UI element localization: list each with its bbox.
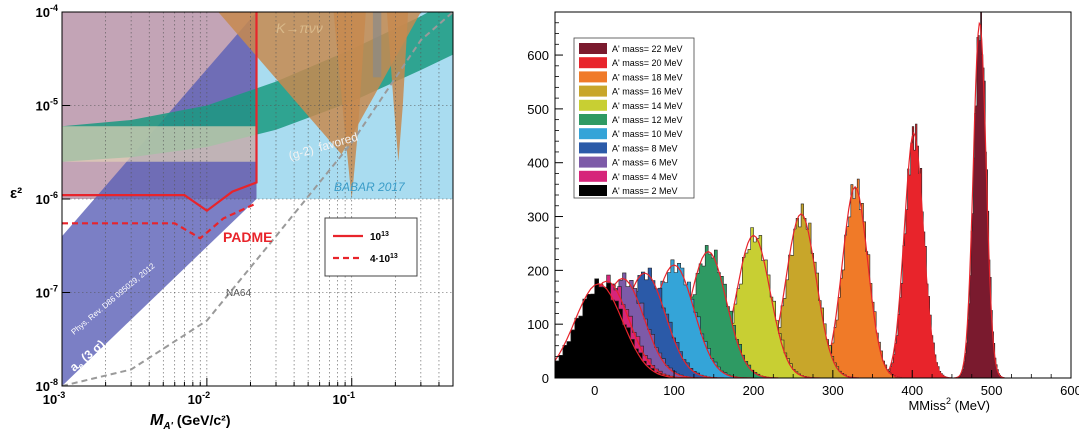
left-series (62, 12, 453, 386)
left-xlabel: MA' (GeV/c²) (150, 412, 231, 432)
right-legend-swatch (579, 156, 607, 168)
right-legend-swatch (579, 99, 607, 111)
right-legend-label: A' mass= 20 MeV (612, 58, 683, 68)
right-xtick-label: 200 (743, 383, 765, 398)
right-legend-label: A' mass= 14 MeV (612, 101, 683, 111)
right-legend-label: A' mass= 2 MeV (612, 186, 678, 196)
right-legend-label: A' mass= 18 MeV (612, 72, 683, 82)
fit-curve-2-mev (555, 283, 694, 378)
right-ytick-label: 100 (527, 317, 549, 332)
series-padme-1e13 (62, 12, 258, 213)
right-xtick-label: 400 (901, 383, 923, 398)
series-padme-4e13 (62, 202, 257, 240)
left-ytick-label: 10-4 (36, 3, 58, 20)
left-xtick-label: 10-1 (332, 390, 354, 407)
left-ytick-label: 10-6 (36, 190, 58, 207)
right-series (555, 12, 1006, 378)
right-xtick-label: 100 (663, 383, 685, 398)
left-ytick-label: 10-8 (36, 377, 58, 394)
right-ytick-label: 0 (542, 371, 549, 386)
right-ytick-label: 200 (527, 263, 549, 278)
right-xtick-label: 300 (822, 383, 844, 398)
left-legend-label: 4·1013 (370, 253, 398, 265)
left-ytick-label: 10-5 (36, 97, 58, 114)
fit-curve-4-mev (555, 280, 692, 378)
kaon-spike-2 (386, 12, 409, 162)
right-legend-swatch (579, 114, 607, 125)
grey-strip (372, 12, 382, 78)
left-axes: 10-3 10-2 10-1 10-8 10-7 10-6 10-5 10-4 (36, 3, 454, 407)
exclusion-plot: K→πνν (g-2) favored BABAR 2017 PADME NA64… (10, 3, 454, 432)
na64-label: NA64 (226, 288, 251, 299)
kaon-region (218, 12, 421, 155)
left-xtick-label: 10-3 (43, 390, 65, 407)
kaon-label: K→πνν (276, 20, 323, 36)
left-xtick-label: 10-2 (188, 390, 210, 407)
right-legend-label: A' mass= 16 MeV (612, 87, 683, 97)
right-legend: A' mass= 22 MeV A' mass= 20 MeV A' mass= 1… (573, 37, 695, 199)
left-grid (62, 12, 453, 386)
right-xlabel: MMiss2 (MeV) (908, 396, 990, 413)
fit-curve-22-mev (954, 21, 1005, 378)
right-ytick-label: 500 (527, 102, 549, 117)
right-xtick-label: 0 (591, 383, 598, 398)
right-legend-swatch (579, 185, 607, 196)
right-legend-swatch (579, 170, 607, 182)
right-legend-swatch (579, 142, 607, 154)
right-legend-swatch (579, 57, 607, 69)
right-legend-label: A' mass= 22 MeV (612, 44, 683, 54)
right-ytick-label: 600 (527, 48, 549, 63)
beige-band (62, 126, 257, 162)
left-ytick-label: 10-7 (36, 284, 58, 301)
right-ytick-label: 400 (527, 156, 549, 171)
right-xtick-label: 600 (1060, 383, 1079, 398)
right-legend-swatch (579, 85, 607, 97)
right-axes: 0 100 200 300 400 500 600 0 100 200 300 400 500 600 (527, 11, 1079, 398)
left-legend: 1013 4·1013 (324, 217, 418, 277)
right-legend-label: A' mass= 4 MeV (612, 172, 678, 182)
right-legend-swatch (579, 71, 607, 83)
right-legend-label: A' mass= 6 MeV (612, 158, 678, 168)
babar-label: BABAR 2017 (334, 180, 406, 194)
right-legend-swatch (579, 43, 607, 54)
series-na64 (62, 12, 453, 386)
right-xtick-label: 500 (981, 383, 1003, 398)
missing-mass-histogram: A' mass= 22 MeV A' mass= 20 MeV A' mass= 1… (527, 11, 1079, 413)
right-legend-label: A' mass= 12 MeV (612, 115, 683, 125)
left-legend-label: 1013 (370, 231, 389, 243)
right-legend-swatch (579, 128, 607, 140)
right-ytick-label: 300 (527, 210, 549, 225)
padme-label: PADME (223, 229, 273, 245)
left-ylabel: ε² (10, 185, 22, 202)
kaon-spike-1 (333, 12, 366, 199)
right-legend-label: A' mass= 10 MeV (612, 129, 683, 139)
left-legend-box (324, 217, 418, 277)
right-legend-label: A' mass= 8 MeV (612, 143, 678, 153)
